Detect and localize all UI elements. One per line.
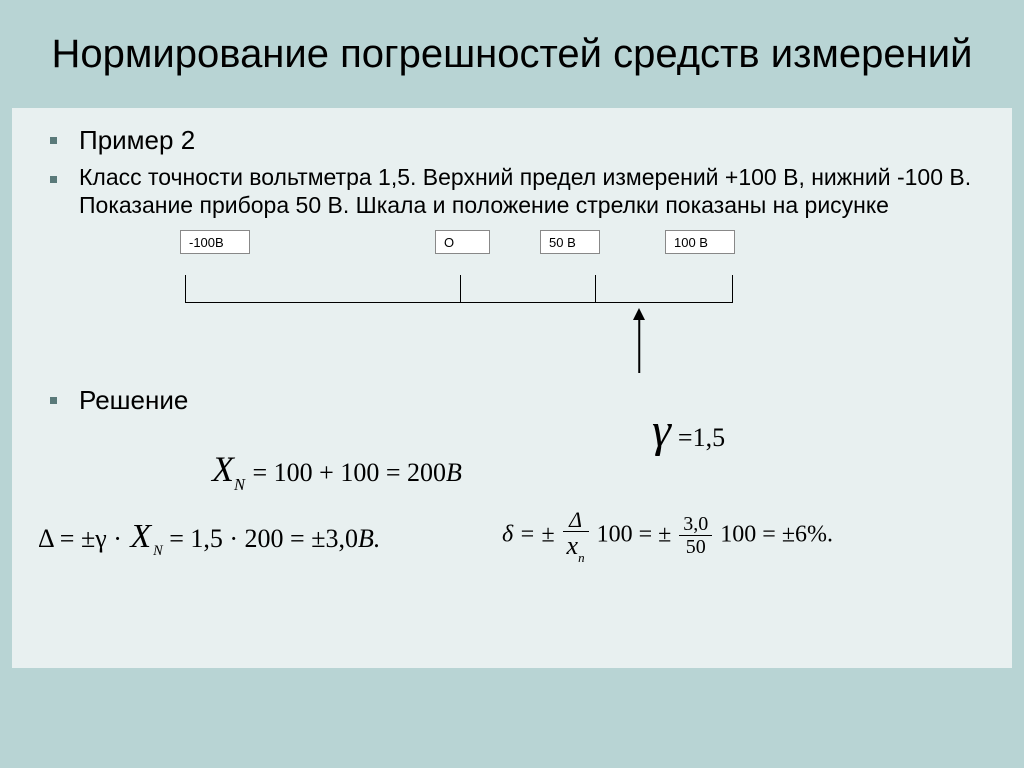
slide: Нормирование погрешностей средств измере… — [0, 0, 1024, 768]
gamma-value: =1,5 — [678, 423, 725, 452]
scale-tick — [460, 275, 461, 303]
fraction-1: Δ xn — [563, 508, 589, 564]
scale-label-100: 100 В — [665, 230, 735, 254]
scale-label-50: 50 В — [540, 230, 600, 254]
formula-delta-rel: δ = ± Δ xn 100 = ± 3,0 50 100 = ±6%. — [502, 508, 833, 564]
frac2-den: 50 — [679, 536, 712, 558]
pointer-arrow-icon — [633, 308, 645, 373]
rel-mid: 100 = ± — [597, 521, 672, 547]
delta-unit: B. — [358, 524, 380, 553]
gamma-symbol: γ — [652, 404, 671, 457]
bullet-solution: Решение — [50, 384, 974, 417]
delta-xn-sub: N — [153, 543, 163, 559]
scale-label-zero: О — [435, 230, 490, 254]
delta-rhs: = 1,5 · 200 = ±3,0 — [169, 524, 358, 553]
scale-bracket — [185, 275, 733, 303]
title-band: Нормирование погрешностей средств измере… — [0, 0, 1024, 102]
bullet-text: Решение — [79, 384, 188, 417]
frac1-den-sub: n — [578, 550, 585, 565]
fraction-2: 3,0 50 — [679, 514, 712, 558]
delta-lhs: Δ = ±γ · — [38, 524, 122, 553]
frac2-num: 3,0 — [679, 514, 712, 536]
frac1-num: Δ — [563, 508, 589, 532]
rel-lhs: δ = ± — [502, 521, 555, 547]
formula-delta-abs: Δ = ±γ · XN = 1,5 · 200 = ±3,0B. — [38, 518, 380, 558]
bullet-dot-icon — [50, 176, 57, 183]
xn-unit: B — [446, 458, 462, 487]
bullet-dot-icon — [50, 137, 57, 144]
rel-tail: 100 = ±6%. — [720, 521, 833, 547]
bullet-problem: Класс точности вольтметра 1,5. Верхний п… — [50, 163, 974, 221]
scale-label-neg100: -100В — [180, 230, 250, 254]
bullet-example: Пример 2 — [50, 124, 974, 157]
formula-xn: XN = 100 + 100 = 200B — [212, 448, 462, 493]
bullet-text: Пример 2 — [79, 124, 195, 157]
formula-gamma: γ =1,5 — [652, 403, 725, 458]
xn-subscript: N — [234, 475, 245, 494]
frac1-den-sym: x — [567, 531, 579, 560]
bullet-text: Класс точности вольтметра 1,5. Верхний п… — [79, 163, 974, 221]
bullet-dot-icon — [50, 397, 57, 404]
delta-xn-symbol: X — [130, 518, 151, 555]
xn-expression: = 100 + 100 = 200 — [253, 458, 447, 487]
xn-symbol: X — [212, 449, 234, 489]
slide-title: Нормирование погрешностей средств измере… — [40, 30, 984, 78]
scale-diagram: -100В О 50 В 100 В — [140, 230, 860, 380]
content-panel: Пример 2 Класс точности вольтметра 1,5. … — [12, 108, 1012, 668]
scale-tick — [595, 275, 596, 303]
